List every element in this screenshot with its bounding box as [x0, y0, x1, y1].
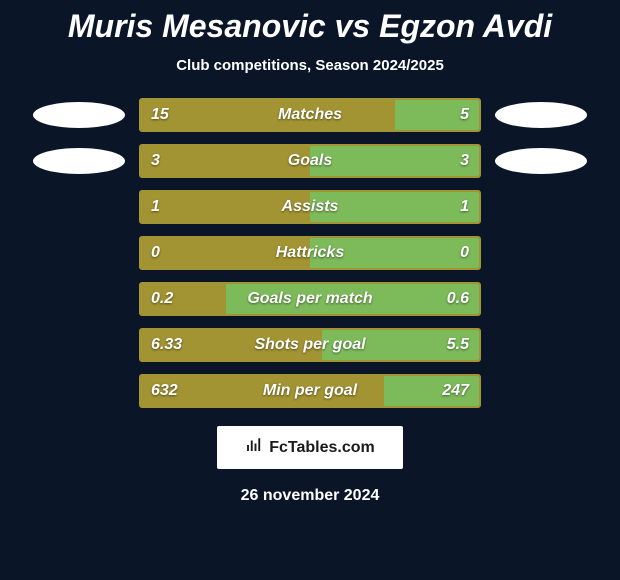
player-avatar-left: [33, 102, 125, 128]
stat-bar-row: 00Hattricks: [139, 236, 481, 270]
chart-area: 155Matches 33Goals 11Assists 00Hattricks 0.2…: [0, 98, 620, 408]
stat-label: Shots per goal: [141, 336, 479, 354]
brand-text: FcTables.com: [269, 439, 375, 457]
bars-column: 155Matches 33Goals 11Assists 00Hattricks 0.2…: [139, 98, 481, 408]
stat-label: Assists: [141, 198, 479, 216]
player-avatar-right: [495, 102, 587, 128]
stat-bar-row: 6.335.5Shots per goal: [139, 328, 481, 362]
brand-badge[interactable]: FcTables.com: [217, 426, 403, 469]
stat-label: Min per goal: [141, 382, 479, 400]
stat-bar-row: 33Goals: [139, 144, 481, 178]
stat-bar-row: 0.20.6Goals per match: [139, 282, 481, 316]
player-avatar-right: [495, 148, 587, 174]
chart-bars-icon: [245, 436, 263, 459]
stat-bar-row: 11Assists: [139, 190, 481, 224]
subtitle: Club competitions, Season 2024/2025: [176, 57, 444, 74]
stat-label: Hattricks: [141, 244, 479, 262]
stat-bar-row: 155Matches: [139, 98, 481, 132]
stat-label: Matches: [141, 106, 479, 124]
player-avatar-left: [33, 148, 125, 174]
stat-label: Goals: [141, 152, 479, 170]
page-title: Muris Mesanovic vs Egzon Avdi: [68, 8, 552, 45]
comparison-card: Muris Mesanovic vs Egzon Avdi Club compe…: [0, 0, 620, 580]
stat-bar-row: 632247Min per goal: [139, 374, 481, 408]
date-text: 26 november 2024: [241, 487, 380, 505]
stat-label: Goals per match: [141, 290, 479, 308]
right-avatar-column: [491, 98, 591, 174]
left-avatar-column: [29, 98, 129, 174]
